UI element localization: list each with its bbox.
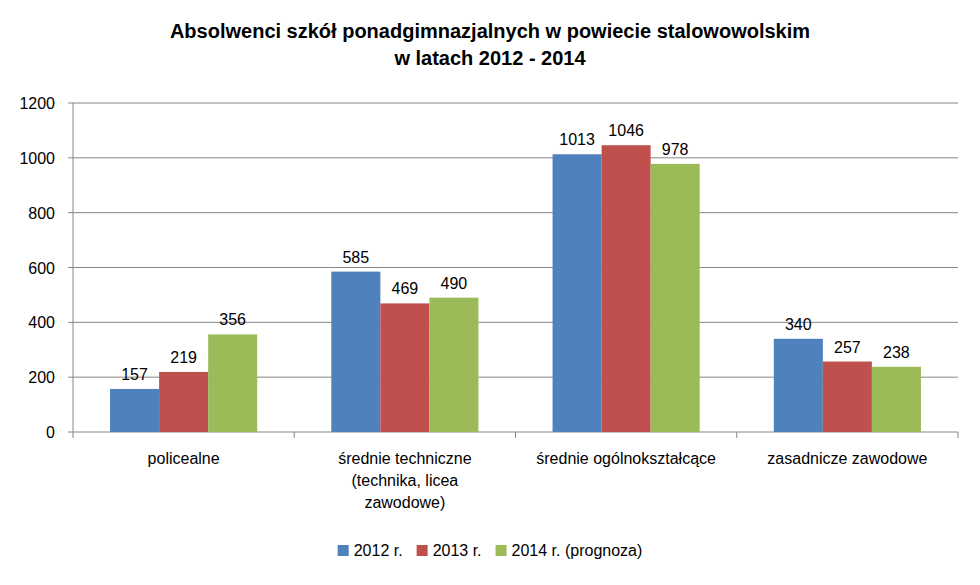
bar (774, 339, 823, 432)
bar (429, 298, 478, 432)
x-tick (736, 432, 737, 438)
grid-line (73, 212, 958, 213)
grid-line (73, 322, 958, 323)
bar (823, 362, 872, 432)
legend: 2012 r. 2013 r. 2014 r. (prognoza) (338, 542, 643, 559)
data-label: 157 (121, 366, 148, 383)
y-tick (68, 432, 73, 433)
x-tick-label-line: policealne (148, 450, 220, 467)
legend-label: 2014 r. (prognoza) (512, 542, 643, 559)
legend-swatch (338, 545, 349, 556)
x-tick-label-line: średnie techniczne (338, 450, 472, 467)
x-tick-label-line: średnie ogólnokształcące (536, 450, 716, 467)
bar (110, 389, 159, 432)
title-line: Absolwenci szkół ponadgimnazjalnych w po… (170, 20, 810, 42)
title: Absolwenci szkół ponadgimnazjalnych w po… (170, 20, 810, 69)
legend-label: 2013 r. (433, 542, 482, 559)
bar (331, 272, 380, 432)
bar (380, 303, 429, 432)
chart: Absolwenci szkół ponadgimnazjalnych w po… (0, 0, 980, 585)
x-tick (294, 432, 295, 438)
grid-line (73, 157, 958, 158)
y-tick-label: 0 (46, 424, 55, 441)
data-label: 490 (441, 275, 468, 292)
y-tick-label: 600 (28, 260, 55, 277)
data-label: 219 (170, 349, 197, 366)
x-tick (73, 432, 74, 438)
x-tick-label-line: (technika, licea (352, 472, 459, 489)
data-label: 585 (342, 249, 369, 266)
x-tick (958, 432, 959, 438)
legend-swatch (417, 545, 428, 556)
y-tick-label: 1000 (19, 150, 55, 167)
legend-label: 2012 r. (354, 542, 403, 559)
y-tick-label: 200 (28, 369, 55, 386)
y-tick (68, 322, 73, 323)
data-label: 1046 (608, 122, 644, 139)
x-tick-label: policealne (148, 450, 220, 467)
y-tick (68, 267, 73, 268)
y-axis (73, 103, 74, 432)
data-label: 238 (883, 344, 910, 361)
data-label: 978 (662, 141, 689, 158)
bar (553, 154, 602, 432)
bar (651, 164, 700, 432)
x-tick-label-line: zasadnicze zawodowe (767, 450, 927, 467)
data-label: 469 (392, 280, 419, 297)
y-tick (68, 157, 73, 158)
bars (110, 145, 921, 432)
data-label: 356 (219, 311, 246, 328)
y-tick-label: 800 (28, 205, 55, 222)
bar (159, 372, 208, 432)
y-tick (68, 103, 73, 104)
legend-swatch (496, 545, 507, 556)
data-label: 1013 (559, 131, 595, 148)
x-tick-label: zasadnicze zawodowe (767, 450, 927, 467)
y-tick (68, 212, 73, 213)
y-tick-label: 400 (28, 314, 55, 331)
y-tick-label: 1200 (19, 95, 55, 112)
bar (208, 334, 257, 432)
data-label: 257 (834, 339, 861, 356)
grid-line (73, 267, 958, 268)
x-tick (515, 432, 516, 438)
title-line: w latach 2012 - 2014 (393, 47, 586, 69)
data-label: 340 (785, 316, 812, 333)
bar (602, 145, 651, 432)
grid-line (73, 103, 958, 104)
x-tick-label: średnie ogólnokształcące (536, 450, 716, 467)
x-tick-label-line: zawodowe) (364, 494, 445, 511)
x-tick-label: średnie techniczne (technika, licea zawodo… (338, 450, 472, 511)
y-tick (68, 377, 73, 378)
bar (872, 367, 921, 432)
